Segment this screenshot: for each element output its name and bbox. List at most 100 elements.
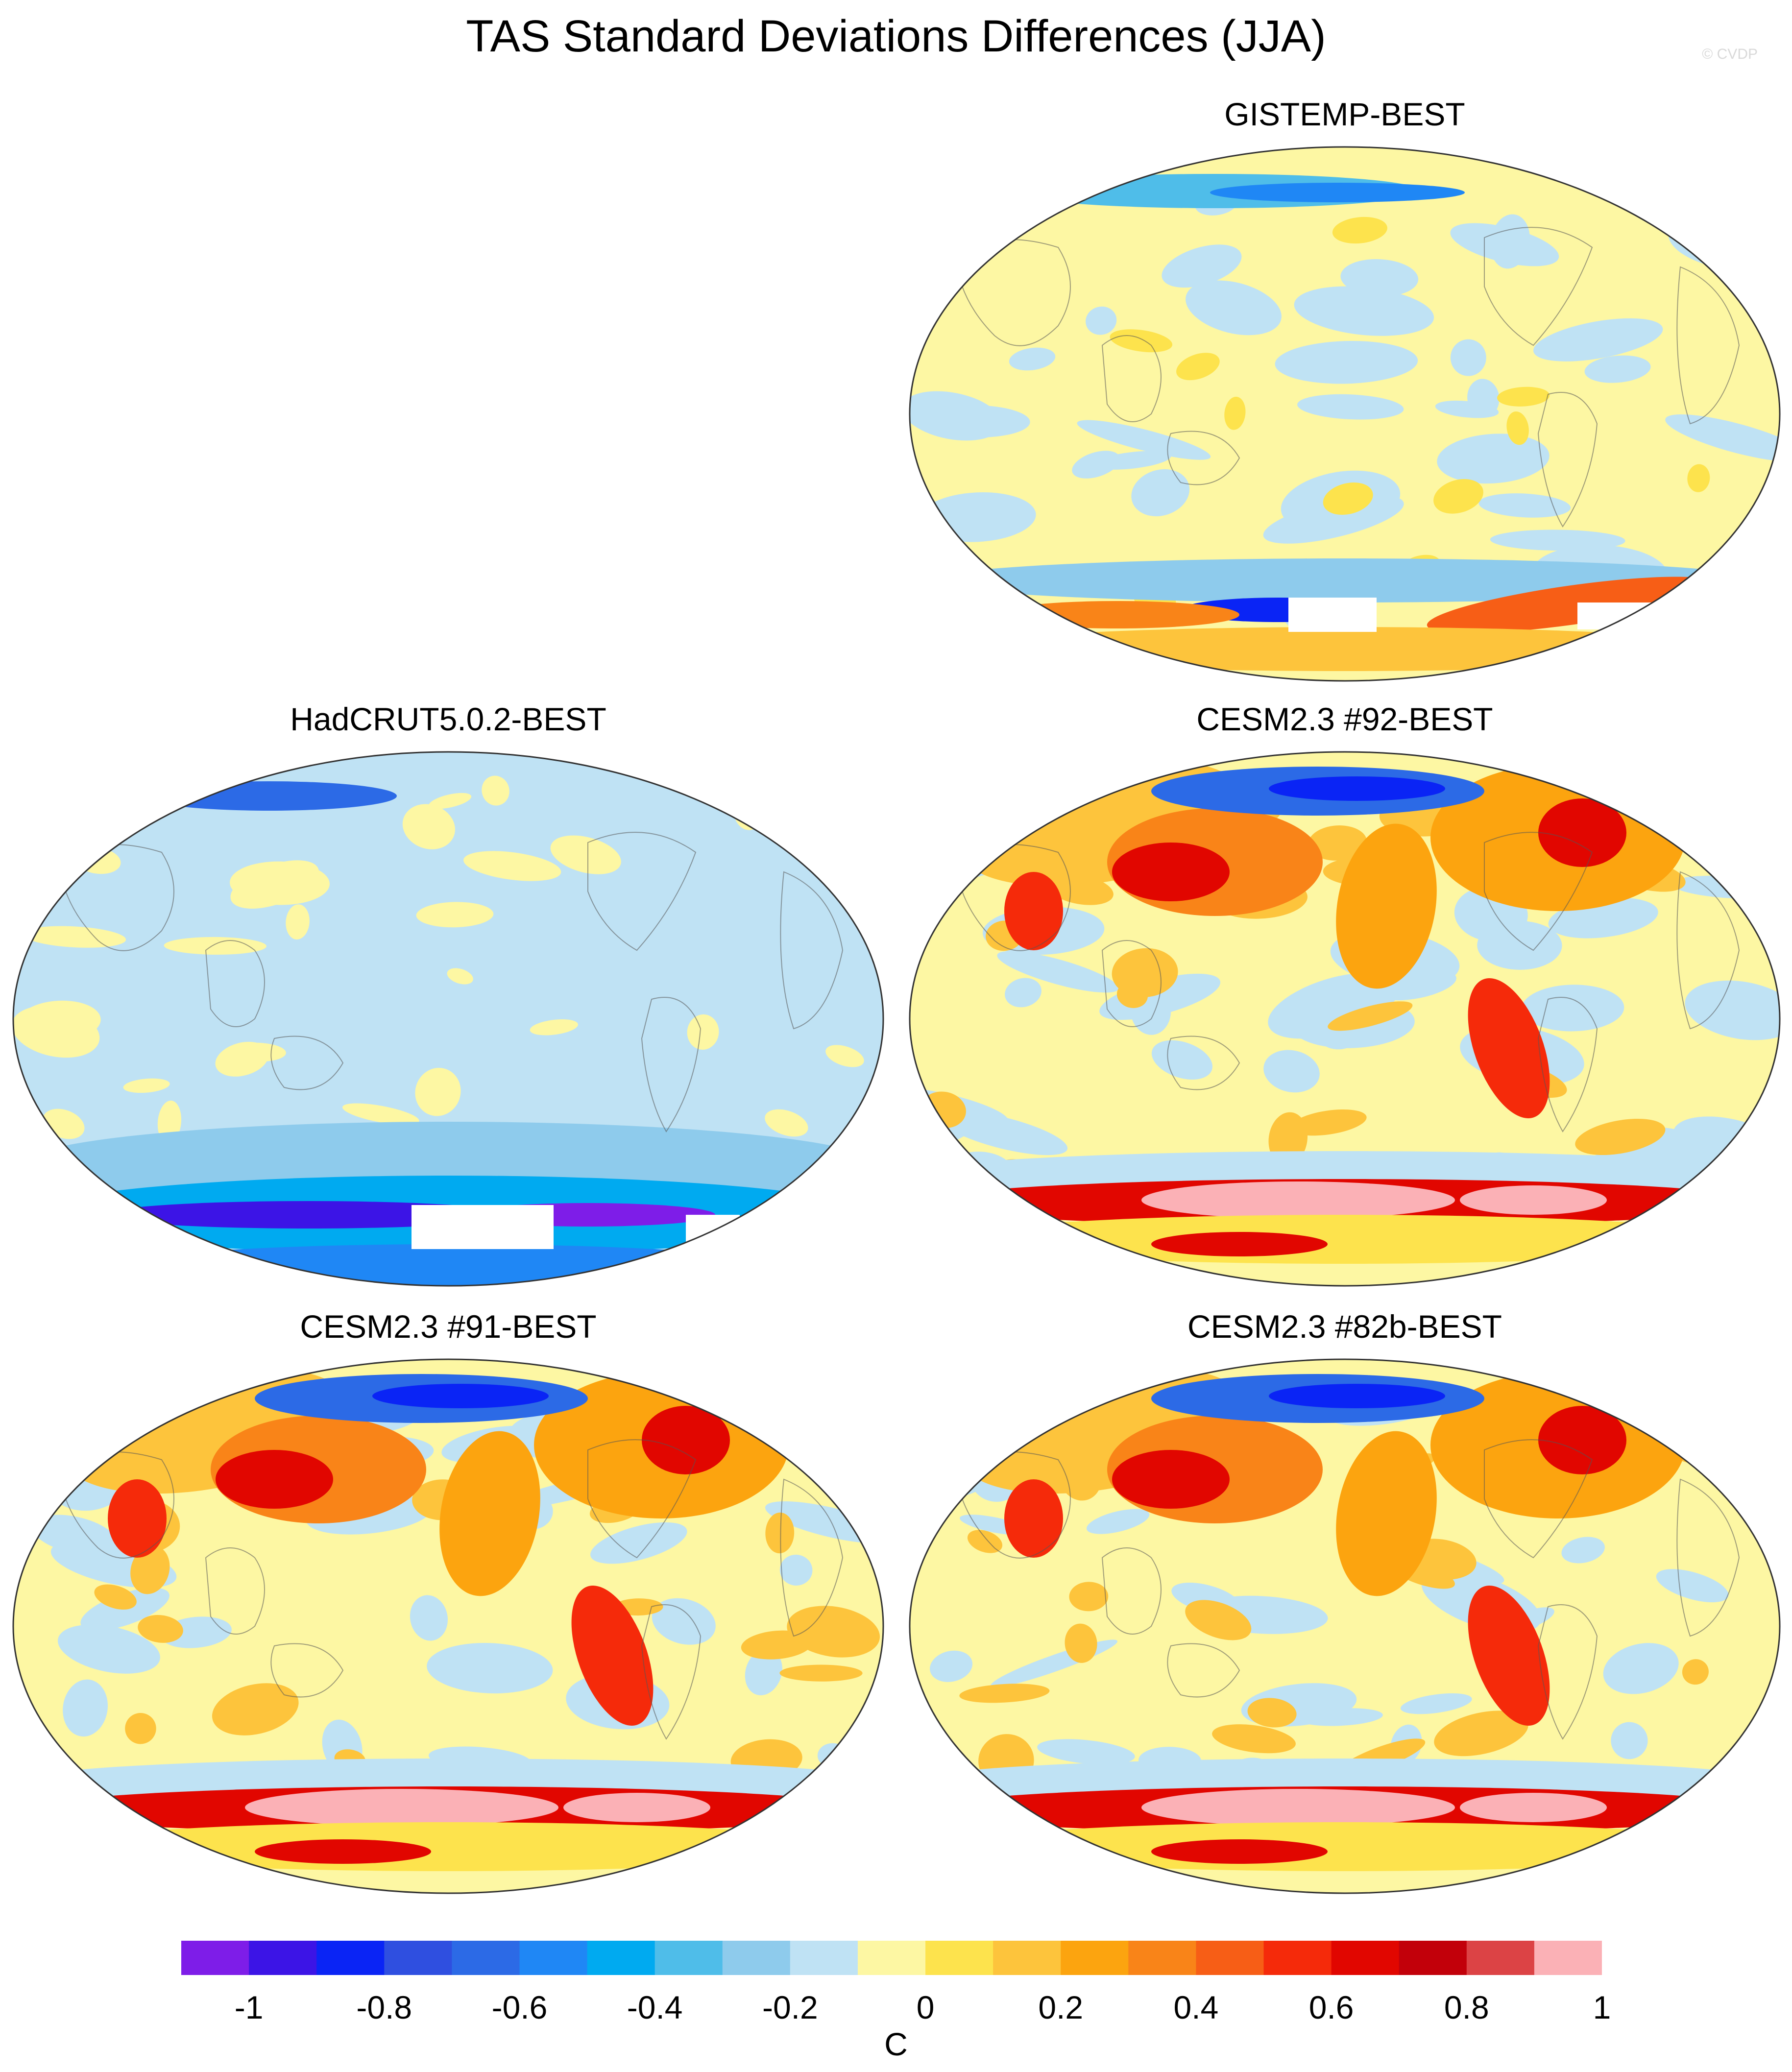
anomaly-patch (1613, 177, 1688, 197)
map-gistemp (909, 146, 1781, 682)
anomaly-patch (427, 1643, 553, 1694)
anomaly-patch (1037, 1739, 1135, 1765)
anomaly-patch (230, 861, 330, 905)
colorbar-tick-label: 0.2 (1038, 1989, 1084, 2025)
anomaly-patch (1151, 1040, 1213, 1080)
anomaly-patch (1611, 1722, 1648, 1759)
anomaly-patch (138, 1615, 183, 1643)
anomaly-patch (1086, 1509, 1150, 1534)
map-border (909, 146, 1781, 682)
anomaly-patch (1141, 1181, 1455, 1219)
anomaly-patch (1290, 1109, 1367, 1136)
anomaly-patch (953, 1822, 1737, 1871)
anomaly-patch (930, 1650, 973, 1682)
anomaly-patch (1224, 396, 1246, 430)
anomaly-patch (1176, 353, 1220, 381)
anomaly-patch (959, 1684, 1050, 1703)
anomaly-patch (953, 627, 1737, 671)
anomaly-patch (1460, 1185, 1607, 1215)
anomaly-patch (1077, 420, 1211, 460)
colorbar-tick-label: 0.4 (1173, 1989, 1219, 2025)
anomaly-patch (741, 1630, 813, 1660)
colorbar-swatch (993, 1941, 1061, 1975)
map-hadcrut (12, 751, 884, 1287)
colorbar-tick-label: 0.8 (1444, 1989, 1489, 2025)
coastline (1484, 1439, 1593, 1559)
anomaly-patch (1308, 825, 1367, 861)
colorbar-swatch (1399, 1941, 1467, 1975)
coastline (780, 1478, 844, 1637)
anomaly-patch (745, 1649, 782, 1695)
coastline (1167, 1643, 1240, 1698)
anomaly-patch (1433, 479, 1483, 514)
anomaly-patch (1656, 1569, 1729, 1603)
anomaly-patch (1151, 1839, 1328, 1864)
map-border (909, 1358, 1781, 1894)
colorbar-tick-label: 0.6 (1308, 1989, 1354, 2025)
colorbar-units: C (884, 2026, 908, 2062)
anomaly-patch (1294, 286, 1434, 336)
colorbar-swatch (1061, 1941, 1129, 1975)
anomaly-patch (1065, 1623, 1097, 1663)
anomaly-patch (1268, 973, 1399, 1039)
anomaly-patch (912, 1402, 976, 1458)
coastline (270, 1643, 344, 1698)
coastline (1676, 266, 1740, 425)
anomaly-patch (923, 405, 1030, 438)
anomaly-patch (1110, 329, 1173, 353)
anomaly-patch (1684, 199, 1774, 230)
anomaly-patch (1646, 181, 1777, 216)
anomaly-patch (769, 1413, 845, 1448)
anomaly-patch (18, 1000, 101, 1042)
coastline (641, 997, 702, 1132)
colorbar-swatch (519, 1941, 588, 1975)
coastline (1537, 1604, 1598, 1740)
anomaly-patch (1004, 872, 1063, 950)
anomaly-patch (1561, 1537, 1605, 1564)
anomaly-patch (255, 1839, 431, 1864)
anomaly-patch (825, 1045, 864, 1067)
anomaly-patch (563, 1793, 710, 1822)
anomaly-patch (1584, 355, 1651, 383)
missing-data (1288, 598, 1377, 632)
colorbar-tick-label: 1 (1593, 1989, 1611, 2025)
anomaly-patch (642, 1406, 730, 1474)
anomaly-patch (1332, 217, 1387, 244)
anomaly-patch (1131, 469, 1190, 516)
anomaly-patch (130, 1545, 170, 1594)
panel-title: CESM2.3 #92-BEST (1196, 701, 1493, 737)
anomaly-patch (994, 601, 1239, 628)
anomaly-patch (1328, 1001, 1413, 1031)
map-border (12, 1358, 884, 1894)
anomaly-patch (1269, 776, 1445, 801)
anomaly-patch (32, 1515, 117, 1555)
anomaly-patch (245, 1789, 558, 1826)
anomaly-patch (1210, 183, 1465, 202)
figure-title: TAS Standard Deviations Differences (JJA… (466, 11, 1326, 61)
anomaly-patch (63, 1679, 108, 1737)
anomaly-patch (1603, 1643, 1679, 1694)
anomaly-patch (1162, 244, 1242, 288)
coastline (780, 871, 844, 1030)
anomaly-patch (781, 1399, 868, 1437)
panel-title: HadCRUT5.0.2-BEST (290, 701, 606, 737)
colorbar (181, 1941, 1602, 1975)
anomaly-patch (1263, 1050, 1320, 1093)
anomaly-patch (164, 937, 266, 955)
colorbar-tick-label: -0.2 (762, 1989, 818, 2025)
coastline (1101, 335, 1162, 422)
coastline (270, 1036, 344, 1090)
colorbar-swatch (384, 1941, 452, 1975)
map-cesm-82b (909, 1358, 1781, 1894)
anomaly-patch (94, 1584, 137, 1610)
anomaly-patch (765, 1512, 795, 1554)
anomaly-patch (447, 968, 473, 985)
anomaly-patch (1212, 1724, 1296, 1754)
anomaly-patch (342, 1103, 419, 1125)
anomaly-patch (953, 1215, 1737, 1264)
anomaly-patch (463, 851, 561, 881)
colorbar-swatch (1331, 1941, 1400, 1975)
anomaly-patch (1665, 414, 1780, 462)
anomaly-patch (1336, 823, 1437, 989)
colorbar-swatch (790, 1941, 858, 1975)
